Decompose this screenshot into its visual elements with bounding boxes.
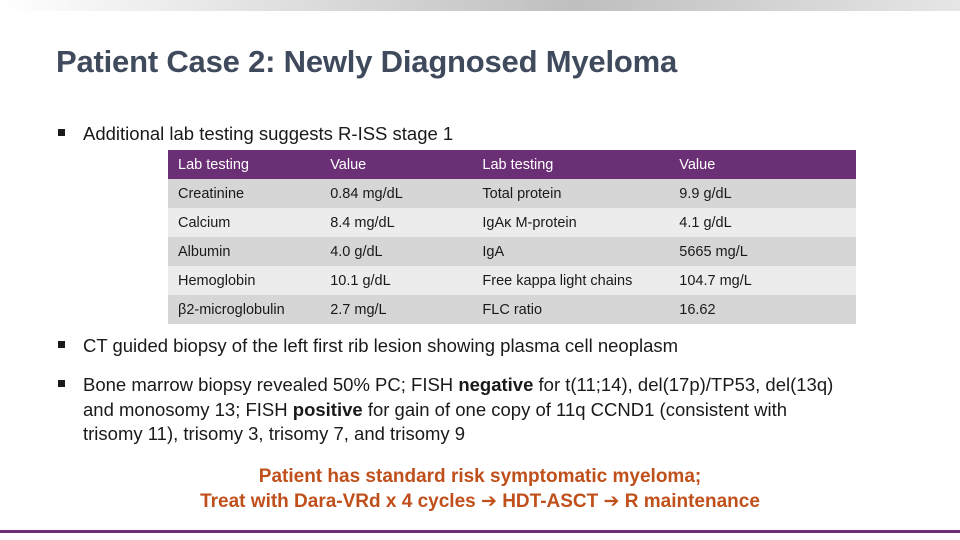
bullet-bone-marrow: Bone marrow biopsy revealed 50% PC; FISH…	[58, 373, 848, 447]
table-cell: 16.62	[669, 295, 856, 324]
bullet-text: CT guided biopsy of the left first rib l…	[83, 335, 679, 356]
table-header-row: Lab testing Value Lab testing Value	[168, 150, 856, 179]
square-bullet-icon	[58, 341, 65, 348]
top-gradient-band	[0, 0, 960, 11]
table-cell: Creatinine	[168, 179, 321, 208]
conclusion-line-1: Patient has standard risk symptomatic my…	[258, 466, 702, 487]
table-cell: Albumin	[168, 237, 321, 266]
table-cell: FLC ratio	[472, 295, 670, 324]
table-row: Hemoglobin 10.1 g/dL Free kappa light ch…	[168, 266, 856, 295]
table-cell: 10.1 g/dL	[320, 266, 473, 295]
table-cell: IgA	[472, 237, 670, 266]
table-cell: 4.1 g/dL	[669, 208, 856, 237]
table-cell: IgAκ M-protein	[472, 208, 670, 237]
square-bullet-icon	[58, 129, 65, 136]
treatment-step-maintenance: R maintenance	[624, 491, 760, 512]
lab-results-table: Lab testing Value Lab testing Value Crea…	[168, 150, 856, 324]
table-cell: 8.4 mg/dL	[320, 208, 473, 237]
table-cell: Free kappa light chains	[472, 266, 670, 295]
square-bullet-icon	[58, 380, 65, 387]
table-cell: 9.9 g/dL	[669, 179, 856, 208]
bullet-text: Additional lab testing suggests R-ISS st…	[83, 123, 454, 144]
header-cell: Lab testing	[472, 150, 670, 179]
text-run: for t(11;14), del(17p)/TP53, del(13q) an…	[83, 374, 834, 420]
slide-title: Patient Case 2: Newly Diagnosed Myeloma	[56, 44, 678, 79]
treatment-step-transplant: HDT-ASCT	[502, 491, 599, 512]
conclusion-callout: Patient has standard risk symptomatic my…	[0, 464, 960, 514]
table-row: Calcium 8.4 mg/dL IgAκ M-protein 4.1 g/d…	[168, 208, 856, 237]
bullet-ct-biopsy: CT guided biopsy of the left first rib l…	[58, 334, 938, 359]
table-cell: Calcium	[168, 208, 321, 237]
conclusion-line-2: Treat with Dara-VRd x 4 cycles ➔ HDT-ASC…	[0, 489, 960, 514]
bottom-accent-line	[0, 530, 960, 533]
table-cell: Total protein	[472, 179, 670, 208]
text-run: Bone marrow biopsy revealed 50% PC; FISH	[83, 374, 459, 395]
table-row: Creatinine 0.84 mg/dL Total protein 9.9 …	[168, 179, 856, 208]
arrow-right-icon: ➔	[481, 490, 497, 512]
header-cell: Value	[669, 150, 856, 179]
table-row: β2-microglobulin 2.7 mg/L FLC ratio 16.6…	[168, 295, 856, 324]
table-cell: 5665 mg/L	[669, 237, 856, 266]
table-cell: 0.84 mg/dL	[320, 179, 473, 208]
table-cell: Hemoglobin	[168, 266, 321, 295]
table-row: Albumin 4.0 g/dL IgA 5665 mg/L	[168, 237, 856, 266]
header-cell: Lab testing	[168, 150, 321, 179]
fish-negative-label: negative	[458, 374, 534, 395]
bullet-lab-testing: Additional lab testing suggests R-ISS st…	[58, 122, 858, 147]
header-cell: Value	[320, 150, 473, 179]
text-run: for gain of one copy of 11q CCND1 (consi…	[83, 398, 788, 445]
table-cell: β2-microglobulin	[168, 295, 321, 324]
fish-positive-label: positive	[292, 398, 363, 420]
table-cell: 2.7 mg/L	[320, 295, 473, 324]
table-cell: 4.0 g/dL	[320, 237, 473, 266]
bullet-text: Bone marrow biopsy revealed 50% PC; FISH…	[83, 373, 848, 447]
table-cell: 104.7 mg/L	[669, 266, 856, 295]
treatment-step-induction: Treat with Dara-VRd x 4 cycles	[200, 491, 476, 512]
arrow-right-icon: ➔	[603, 490, 620, 512]
